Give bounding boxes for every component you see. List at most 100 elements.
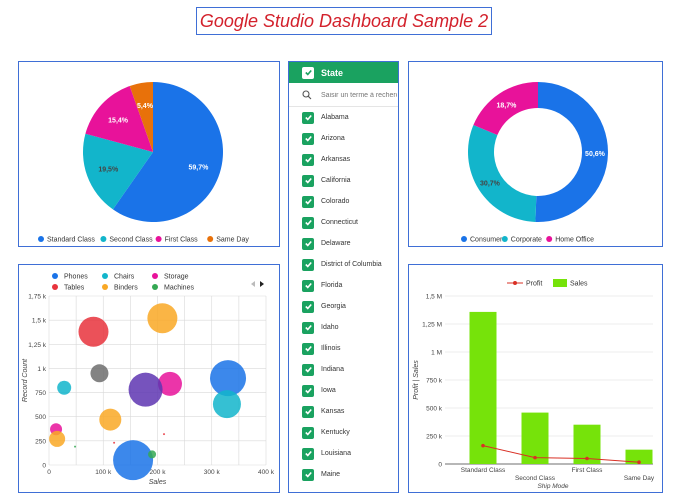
bubble-binders[interactable] [147,303,178,334]
legend-label-tables: Tables [64,285,85,292]
y-tick-label: 250 [35,438,46,445]
state-checkbox[interactable] [302,258,314,271]
legend-marker-tables [52,284,58,290]
legend-label-corporate: Corporate [511,237,542,244]
legend-marker-sales [553,279,567,287]
state-checkbox[interactable] [302,384,314,397]
pie-slice-consumer[interactable] [535,82,609,222]
state-item-louisiana[interactable]: Louisiana [289,443,398,464]
state-checkbox[interactable] [302,111,314,124]
state-label: Indiana [321,366,344,373]
state-label: Kentucky [321,429,350,436]
state-item-kentucky[interactable]: Kentucky [289,422,398,443]
bar-sales-same-day[interactable] [625,449,653,464]
pie-slice-first-class[interactable] [85,85,153,152]
filter-header[interactable]: State [289,62,398,83]
legend-prev-icon[interactable] [251,281,255,287]
y-axis-title: Profit | Sales [413,360,420,400]
state-item-kansas[interactable]: Kansas [289,401,398,422]
state-label: Idaho [321,324,339,331]
state-item-district-of-columbia[interactable]: District of Columbia [289,254,398,275]
state-item-california[interactable]: California [289,170,398,191]
select-all-checkbox[interactable] [302,66,314,79]
legend-label-home-office: Home Office [555,237,594,244]
bubble-chairs[interactable] [57,380,72,395]
y-tick-label: 1,5 k [32,318,47,325]
bubble-phones[interactable] [113,440,154,481]
category-bubble-chart: 0 250 500 750 1 k 1,25 k 1,5 k 1,75 k 0 100 k 200 … [22,273,275,486]
state-item-iowa[interactable]: Iowa [289,380,398,401]
bubble-binders[interactable] [49,430,66,447]
state-checkbox[interactable] [302,321,314,334]
state-checkbox[interactable] [302,447,314,460]
state-item-georgia[interactable]: Georgia [289,296,398,317]
state-checkbox[interactable] [302,405,314,418]
bubble-binders[interactable] [99,408,122,431]
pie-slice-same-day[interactable] [129,82,153,152]
x-tick-label: 300 k [204,469,221,476]
state-checkbox[interactable] [302,300,314,313]
pie-slice-second-class[interactable] [83,133,153,210]
bubble-machines[interactable] [148,450,157,459]
state-item-alabama[interactable]: Alabama [289,107,398,128]
state-item-idaho[interactable]: Idaho [289,317,398,338]
state-checkbox[interactable] [302,153,314,166]
bubble-tables[interactable] [113,441,116,444]
bubble-other[interactable] [90,364,109,383]
state-checkbox[interactable] [302,342,314,355]
state-checkbox[interactable] [302,468,314,481]
state-item-florida[interactable]: Florida [289,275,398,296]
state-label: California [321,177,351,184]
filter-title: State [321,67,344,78]
x-tick-label: 200 k [150,469,167,476]
bubble-tables[interactable] [78,316,109,347]
legend-marker-consumer [461,236,467,242]
legend-next-icon[interactable] [260,281,264,287]
bubble-other[interactable] [128,372,163,407]
state-checkbox[interactable] [302,279,314,292]
state-item-arkansas[interactable]: Arkansas [289,149,398,170]
legend-marker-second-class [100,236,107,242]
y-tick-label: 250 k [426,434,443,441]
bubble-tables[interactable] [163,433,166,436]
legend-label-second-class: Second Class [109,237,153,244]
pie-slice-standard-class[interactable] [112,82,223,222]
profit-point-standard-class[interactable] [481,443,485,448]
state-item-indiana[interactable]: Indiana [289,359,398,380]
state-label: Maine [321,471,341,478]
state-label: Georgia [321,303,346,310]
profit-point-same-day[interactable] [637,460,641,465]
bubble-machines[interactable] [74,445,77,448]
state-checkbox[interactable] [302,132,314,145]
state-item-maine[interactable]: Maine [289,464,398,485]
state-checkbox[interactable] [302,174,314,187]
state-checkbox[interactable] [302,363,314,376]
pie-slice-corporate[interactable] [468,125,537,222]
filter-search[interactable] [289,84,398,107]
legend-label-phones: Phones [64,274,88,281]
profit-point-first-class[interactable] [585,456,589,461]
bubble-storage[interactable] [157,371,182,396]
state-checkbox[interactable] [302,195,314,208]
bubble-phones[interactable] [210,360,247,397]
bar-sales-standard-class[interactable] [469,311,497,464]
pie-slice-home-office[interactable] [473,82,538,136]
state-item-arizona[interactable]: Arizona [289,128,398,149]
state-label: District of Columbia [321,261,382,268]
bubble-chairs[interactable] [212,390,241,419]
state-checkbox[interactable] [302,426,314,439]
legend-label-profit: Profit [526,281,542,288]
state-checkbox[interactable] [302,237,314,250]
state-item-colorado[interactable]: Colorado [289,191,398,212]
dashboard-title: Google Studio Dashboard Sample 2 [199,10,489,31]
state-item-delaware[interactable]: Delaware [289,233,398,254]
legend-label-binders: Binders [114,285,138,292]
state-item-illinois[interactable]: Illinois [289,338,398,359]
dashboard-title-box: Google Studio Dashboard Sample 2 [196,7,492,35]
state-checkbox[interactable] [302,216,314,229]
profit-point-second-class[interactable] [533,455,537,460]
state-item-connecticut[interactable]: Connecticut [289,212,398,233]
x-tick-label: 400 k [258,469,275,476]
legend-marker-corporate [501,236,508,242]
search-input[interactable] [321,91,397,99]
